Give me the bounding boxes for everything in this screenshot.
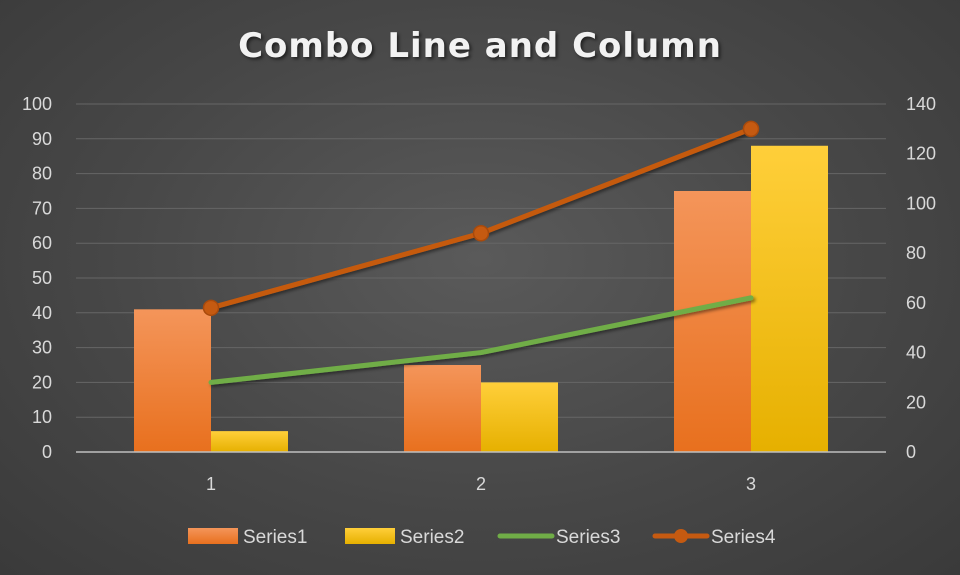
marker-series4 [202,299,220,317]
axes: 0 10 20 30 40 50 60 70 80 90 100 0 20 40 60 80 100 120 140… [22,94,936,494]
legend-marker [674,529,688,543]
bar-series2 [751,145,828,452]
legend-swatch [345,528,395,544]
bar-series1 [404,365,481,452]
y-left-tick-label: 60 [32,233,52,253]
y-left-tick-label: 100 [22,94,52,114]
y-right-tick-label: 100 [906,193,936,213]
marker-series4 [742,120,760,138]
y-right-tick-label: 80 [906,243,926,263]
bar-series2 [481,382,558,452]
lines [202,120,760,385]
y-left-tick-label: 20 [32,372,52,392]
y-left-tick-label: 90 [32,129,52,149]
y-left-tick-label: 30 [32,338,52,358]
y-left-tick-label: 50 [32,268,52,288]
x-tick-label: 2 [476,474,486,494]
y-right-tick-label: 0 [906,442,916,462]
y-right-tick-label: 20 [906,392,926,412]
line-series4 [208,126,754,311]
x-tick-label: 1 [206,474,216,494]
chart-title: Combo Line and Column [238,26,722,66]
y-left-tick-label: 70 [32,198,52,218]
y-right-tick-label: 120 [906,144,936,164]
y-left-tick-label: 0 [42,442,52,462]
legend-label: Series2 [400,527,464,548]
x-tick-label: 3 [746,474,756,494]
y-left-tick-label: 40 [32,303,52,323]
bar-series1 [134,309,211,452]
legend: Series1 Series2 Series3 Series4 [188,527,776,548]
marker-series4 [472,225,490,242]
y-left-tick-label: 80 [32,164,52,184]
legend-label: Series1 [243,527,307,548]
legend-swatch [188,528,238,544]
bar-series1 [674,191,751,452]
y-right-tick-label: 40 [906,343,926,363]
bars [134,145,828,452]
legend-label: Series4 [711,527,776,548]
bar-series2 [211,431,288,452]
y-left-tick-label: 10 [32,407,52,427]
legend-label: Series3 [556,527,620,548]
y-right-tick-label: 140 [906,94,936,114]
line-series3 [208,295,754,385]
y-right-tick-label: 60 [906,293,926,313]
